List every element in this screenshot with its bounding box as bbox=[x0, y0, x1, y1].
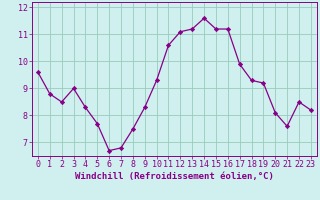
X-axis label: Windchill (Refroidissement éolien,°C): Windchill (Refroidissement éolien,°C) bbox=[75, 172, 274, 181]
